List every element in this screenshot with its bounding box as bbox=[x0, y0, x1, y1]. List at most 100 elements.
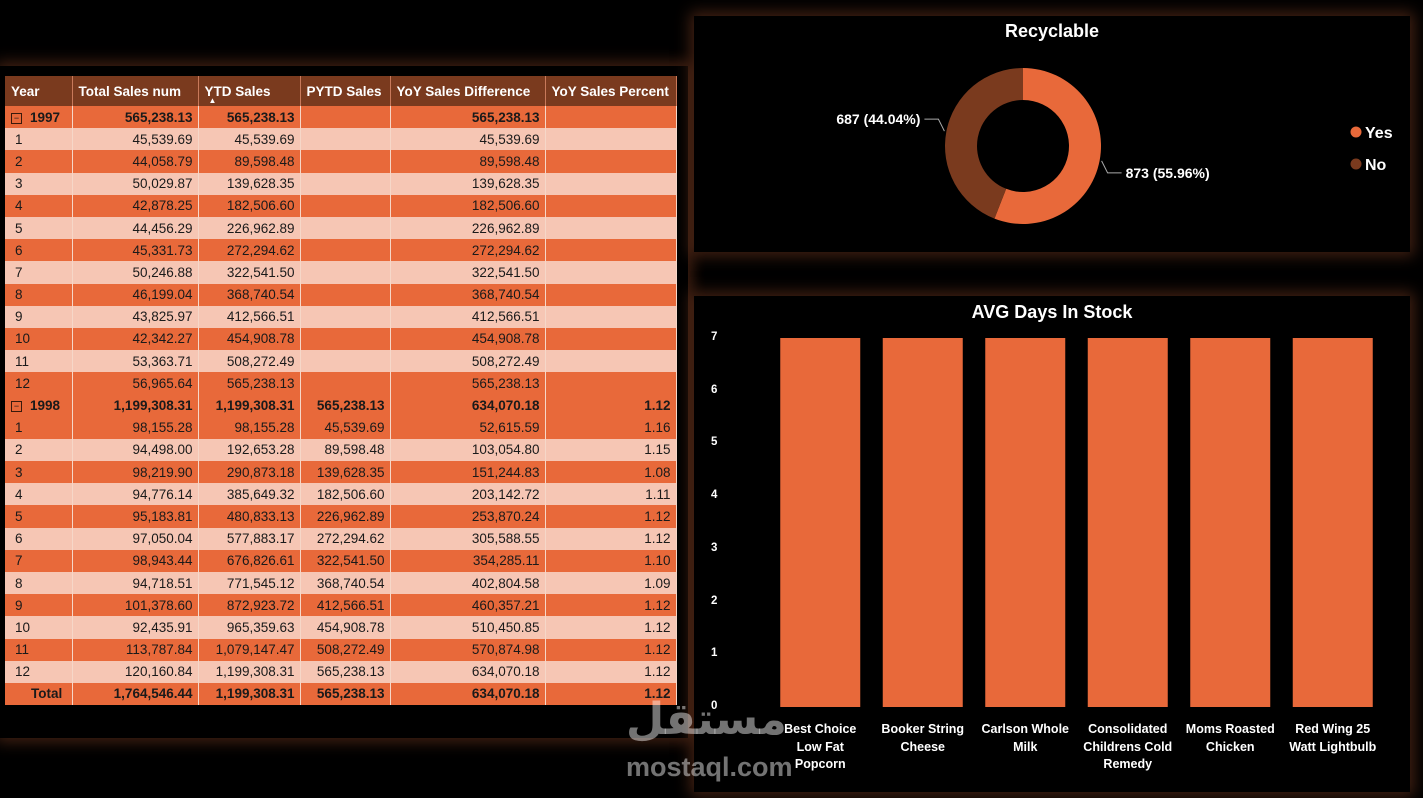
collapse-icon[interactable]: − bbox=[11, 401, 22, 413]
bar-3[interactable] bbox=[1087, 338, 1168, 707]
cell-text: 56,965.64 bbox=[132, 375, 193, 391]
table-cell: 354,285.11 bbox=[390, 549, 546, 572]
avg-days-bar-chart: AVG Days In Stock 0 1 2 3 4 5 6 7 Best Choice Low… bbox=[697, 298, 1407, 788]
table-row: 10 92,435.91 965,359.63 454,908.78 510,450.8… bbox=[5, 616, 677, 639]
leader-line bbox=[924, 118, 945, 132]
table-cell: 412,566.51 bbox=[300, 594, 391, 617]
cell-text: 1,079,147.47 bbox=[215, 642, 295, 658]
table-cell: 454,908.78 bbox=[300, 616, 391, 639]
cell-text: 1.09 bbox=[644, 575, 671, 591]
cell-text: 8 bbox=[15, 287, 23, 303]
bar-1[interactable] bbox=[882, 338, 963, 707]
table-cell: 454,908.78 bbox=[198, 327, 301, 351]
collapse-icon[interactable]: − bbox=[11, 112, 22, 124]
cell-text: 1 bbox=[15, 420, 23, 436]
cell-text: 50,029.87 bbox=[132, 176, 193, 192]
table-cell: −1998 bbox=[5, 394, 73, 417]
cell-text: 412,566.51 bbox=[226, 309, 295, 325]
table-cell: 139,628.35 bbox=[300, 461, 391, 484]
table-cell: 1.10 bbox=[545, 549, 677, 572]
cell-text: 570,874.98 bbox=[471, 642, 540, 658]
table-cell bbox=[545, 239, 677, 262]
cell-text: 412,566.51 bbox=[316, 597, 385, 613]
category-label-line: Best Choice bbox=[784, 722, 857, 736]
table-cell: 89,598.48 bbox=[198, 150, 301, 173]
cell-text: 226,962.89 bbox=[316, 508, 385, 524]
table-cell: 634,070.18 bbox=[390, 682, 546, 706]
legend-label[interactable]: Yes bbox=[1365, 125, 1393, 142]
cell-text: Total bbox=[31, 686, 63, 702]
table-cell: 97,050.04 bbox=[72, 527, 199, 550]
table-cell bbox=[300, 194, 391, 217]
cell-text: 3 bbox=[15, 176, 23, 192]
category-label-line: Carlson Whole bbox=[981, 722, 1069, 736]
y-tick-label: 2 bbox=[711, 594, 718, 607]
cell-text: 454,908.78 bbox=[316, 619, 385, 635]
legend-label[interactable]: No bbox=[1365, 157, 1387, 174]
table-cell bbox=[300, 283, 391, 306]
table-cell: 113,787.84 bbox=[72, 638, 199, 661]
table-cell: 53,363.71 bbox=[72, 350, 199, 373]
bar-4[interactable] bbox=[1190, 338, 1271, 707]
cell-text: 139,628.35 bbox=[316, 464, 385, 480]
table-cell: 368,740.54 bbox=[390, 283, 546, 306]
cell-text: 92,435.91 bbox=[132, 619, 193, 635]
cell-text: 53,363.71 bbox=[132, 353, 193, 369]
table-row: 1 98,155.28 98,155.28 45,539.69 52,615.59 1.1… bbox=[5, 416, 677, 439]
table-cell: 151,244.83 bbox=[390, 461, 546, 484]
table-row: 3 50,029.87 139,628.35 139,628.35 bbox=[5, 172, 677, 195]
header-ytd-sales[interactable]: YTD Sales ▲ bbox=[198, 76, 301, 106]
table-cell: 510,450.85 bbox=[390, 616, 546, 639]
table-cell: 56,965.64 bbox=[72, 372, 199, 395]
cell-text: 508,272.49 bbox=[316, 642, 385, 658]
cell-text: 50,246.88 bbox=[132, 264, 193, 280]
header-total-sales[interactable]: Total Sales num bbox=[72, 76, 199, 106]
cell-text: 5 bbox=[15, 508, 23, 524]
table-cell: 45,539.69 bbox=[300, 416, 391, 439]
sort-ascending-icon[interactable]: ▲ bbox=[208, 96, 217, 105]
cell-text: 565,238.13 bbox=[471, 375, 540, 391]
bar-0[interactable] bbox=[780, 338, 861, 707]
table-cell bbox=[300, 305, 391, 328]
table-cell: 182,506.60 bbox=[300, 483, 391, 506]
donut-slice-no[interactable] bbox=[945, 68, 1023, 219]
slice-data-label: 873 (55.96%) bbox=[1126, 165, 1210, 181]
table-cell: 385,649.32 bbox=[198, 483, 301, 506]
cell-text: 676,826.61 bbox=[226, 553, 295, 569]
header-year[interactable]: Year bbox=[5, 76, 73, 106]
donut-slice-yes[interactable] bbox=[994, 68, 1101, 224]
cell-text: 98,943.44 bbox=[132, 553, 193, 569]
table-cell: 45,539.69 bbox=[72, 128, 199, 151]
cell-text: 44,456.29 bbox=[132, 220, 193, 236]
table-cell: 508,272.49 bbox=[300, 638, 391, 661]
bar-5[interactable] bbox=[1292, 338, 1373, 707]
header-yoy-percent[interactable]: YoY Sales Percent bbox=[545, 76, 677, 106]
table-cell: 565,238.13 bbox=[300, 682, 391, 706]
x-category-label: Carlson Whole Milk bbox=[973, 721, 1077, 756]
table-cell bbox=[545, 194, 677, 217]
cell-text: 46,199.04 bbox=[132, 287, 193, 303]
donut-svg: 873 (55.96%) 687 (44.04%) Yes No bbox=[836, 68, 1393, 224]
legend-marker[interactable] bbox=[1350, 126, 1362, 138]
header-pytd-sales[interactable]: PYTD Sales bbox=[300, 76, 391, 106]
table-cell: 98,943.44 bbox=[72, 549, 199, 572]
category-label-line: Consolidated bbox=[1088, 722, 1168, 736]
cell-text: 305,588.55 bbox=[471, 531, 540, 547]
table-row: 8 94,718.51 771,545.12 368,740.54 402,804.58… bbox=[5, 571, 677, 595]
leader-line bbox=[1101, 160, 1122, 174]
cell-text: 42,342.27 bbox=[132, 331, 193, 347]
bar-2[interactable] bbox=[985, 338, 1066, 707]
header-yoy-difference[interactable]: YoY Sales Difference bbox=[390, 76, 546, 106]
table-cell: 1 bbox=[5, 416, 73, 439]
table-cell: 872,923.72 bbox=[198, 594, 301, 617]
watermark-latin: mostaql.com bbox=[626, 752, 793, 782]
cell-text: 10 bbox=[15, 331, 31, 347]
legend-marker[interactable] bbox=[1350, 158, 1362, 170]
year-row: −1998 1,199,308.31 1,199,308.31 565,238.13 6… bbox=[5, 394, 677, 417]
x-category-label: Red Wing 25 Watt Lightbulb bbox=[1281, 721, 1385, 756]
cell-text: 182,506.60 bbox=[316, 486, 385, 502]
table-row: 12 120,160.84 1,199,308.31 565,238.13 634,07… bbox=[5, 660, 677, 683]
cell-text: 6 bbox=[15, 242, 23, 258]
x-category-label: Moms Roasted Chicken bbox=[1178, 721, 1282, 756]
table-cell: 1.11 bbox=[545, 483, 677, 506]
